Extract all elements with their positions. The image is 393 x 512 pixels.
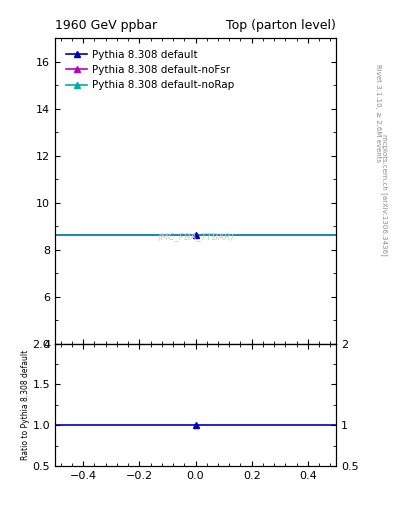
Legend: Pythia 8.308 default, Pythia 8.308 default-noFsr, Pythia 8.308 default-noRap: Pythia 8.308 default, Pythia 8.308 defau… xyxy=(63,47,238,93)
Text: (MC_FBA_TTBAR): (MC_FBA_TTBAR) xyxy=(157,232,234,241)
Y-axis label: Ratio to Pythia 8.308 default: Ratio to Pythia 8.308 default xyxy=(20,350,29,460)
Text: 1960 GeV ppbar: 1960 GeV ppbar xyxy=(55,19,157,32)
Text: Rivet 3.1.10, ≥ 2.6M events: Rivet 3.1.10, ≥ 2.6M events xyxy=(375,63,381,162)
Text: Top (parton level): Top (parton level) xyxy=(226,19,336,32)
Text: mcplots.cern.ch [arXiv:1306.3436]: mcplots.cern.ch [arXiv:1306.3436] xyxy=(381,134,388,255)
